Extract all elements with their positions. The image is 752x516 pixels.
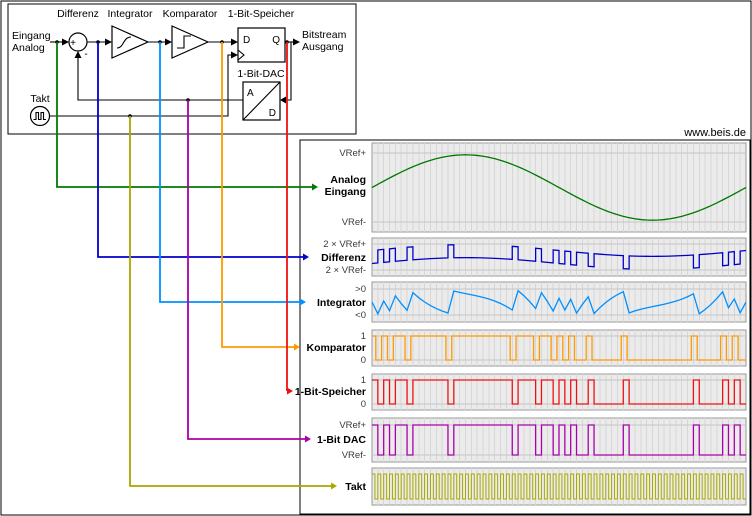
arrowhead-into-summer-minus [74, 51, 82, 58]
komparator-bottom-label: 0 [361, 355, 366, 366]
watermark-url: www.beis.de [683, 127, 746, 139]
label-eingang-1: Eingang [12, 30, 51, 42]
flipflop-block [237, 27, 286, 63]
analog-top-label: VRef+ [339, 148, 366, 159]
integrator-name: Integrator [317, 297, 366, 309]
speicher-bottom-label: 0 [361, 399, 366, 410]
route-integrator [159, 42, 300, 303]
route-komparator [221, 42, 294, 348]
integrator-bottom-label: <0 [355, 310, 366, 321]
flipflop-q-label: Q [272, 35, 280, 46]
label-bitstream-1: Bitstream [302, 29, 347, 41]
panel-dac: VRef+ VRef- 1-Bit DAC [317, 417, 747, 463]
takt-waveform [372, 473, 746, 500]
komparator-name: Komparator [306, 342, 366, 354]
arrowhead-into-dac [280, 96, 286, 104]
clock-wave-icon [33, 111, 46, 121]
dac-top-label: VRef+ [339, 420, 366, 431]
arrowhead-clock-into-ff [231, 51, 238, 59]
route-differenz [97, 42, 303, 258]
integrator-top-label: >0 [355, 284, 366, 295]
label-bitstream-2: Ausgang [302, 41, 344, 53]
integrator-curve-icon [116, 36, 132, 49]
panel-speicher: 1 0 1-Bit-Speicher [295, 373, 747, 411]
dac-a-label: A [247, 88, 254, 99]
speicher-top-label: 1 [361, 375, 366, 386]
analog-name-line2: Eingang [325, 186, 366, 198]
route-differenz-arrowhead [303, 253, 309, 261]
arrowhead-into-ff [231, 38, 238, 46]
takt-name: Takt [345, 481, 366, 493]
label-eingang-2: Analog [12, 42, 45, 54]
signal-routing [56, 42, 337, 490]
route-analog [56, 42, 312, 188]
dac-waveform [372, 424, 746, 456]
panel-speicher-wave [372, 379, 746, 405]
panel-analog-grid [377, 143, 741, 232]
panel-differenz: 2 × VRef+ 2 × VRef- Differenz [321, 237, 747, 277]
panel-integrator: >0 <0 Integrator [317, 281, 747, 323]
analog-bottom-label: VRef- [342, 217, 366, 228]
summing-plus-sign: + [70, 38, 76, 49]
dac-d-label: D [269, 108, 276, 119]
panel-komparator-wave [372, 335, 746, 361]
summing-junction [68, 32, 88, 52]
label-speicher: 1-Bit-Speicher [228, 8, 295, 20]
dac-bottom-label: VRef- [342, 450, 366, 461]
panel-komparator: 1 0 Komparator [306, 329, 747, 367]
block-diagram: Differenz Integrator Komparator 1-Bit-Sp… [12, 8, 347, 127]
summing-minus-sign: - [84, 49, 87, 60]
label-takt: Takt [30, 93, 49, 105]
arrowhead-into-komparator [165, 38, 172, 46]
panel-differenz-wave [371, 244, 747, 270]
clock-source [29, 105, 51, 127]
dac-name: 1-Bit DAC [317, 434, 366, 446]
route-komparator-arrowhead [294, 343, 300, 351]
differenz-bottom-label: 2 × VRef- [326, 265, 366, 276]
komparator-block [171, 25, 210, 59]
route-dac-arrowhead [305, 435, 311, 443]
label-dac: 1-Bit-DAC [237, 68, 285, 80]
route-analog-arrowhead [312, 183, 318, 191]
komparator-top-label: 1 [361, 331, 366, 342]
route-takt-arrowhead [331, 482, 337, 490]
label-integrator: Integrator [108, 8, 153, 20]
panel-dac-wave [372, 424, 746, 456]
label-komparator: Komparator [163, 8, 218, 20]
route-takt [129, 116, 331, 487]
differenz-waveform [371, 244, 747, 270]
panel-analog: VRef+ VRef- Analog Eingang [325, 142, 747, 233]
differenz-name: Differenz [321, 252, 366, 264]
panel-analog-wave [371, 154, 747, 221]
panel-integrator-wave [371, 289, 747, 316]
flipflop-d-label: D [243, 35, 250, 46]
arrowhead-bitstream [293, 38, 300, 46]
integrator-waveform [371, 289, 747, 316]
analog-waveform [371, 154, 747, 221]
komparator-waveform [372, 335, 746, 361]
block-diagram-border [7, 3, 357, 135]
speicher-name: 1-Bit-Speicher [295, 386, 366, 398]
label-differenz: Differenz [57, 8, 99, 20]
speicher-waveform [372, 379, 746, 405]
waveform-panels: VRef+ VRef- Analog Eingang 2 × VRef+ 2 ×… [295, 142, 747, 506]
route-dac [187, 100, 305, 440]
analog-name-line1: Analog [330, 174, 366, 186]
differenz-top-label: 2 × VRef+ [323, 239, 366, 250]
panel-takt-wave [372, 473, 746, 500]
panel-takt: Takt [345, 467, 747, 506]
komparator-step-icon [177, 35, 191, 49]
arrowhead-into-integrator [105, 38, 112, 46]
dac-diagonal [242, 81, 281, 121]
integrator-block [111, 25, 150, 59]
arrowhead-into-summer [62, 38, 69, 46]
waveform-box-border [299, 139, 751, 515]
wire-clock-to-ff [49, 54, 231, 117]
route-integrator-arrowhead [300, 298, 306, 306]
route-speicher-arrowhead [287, 387, 293, 395]
flipflop-clock-wedge-icon [237, 49, 245, 61]
